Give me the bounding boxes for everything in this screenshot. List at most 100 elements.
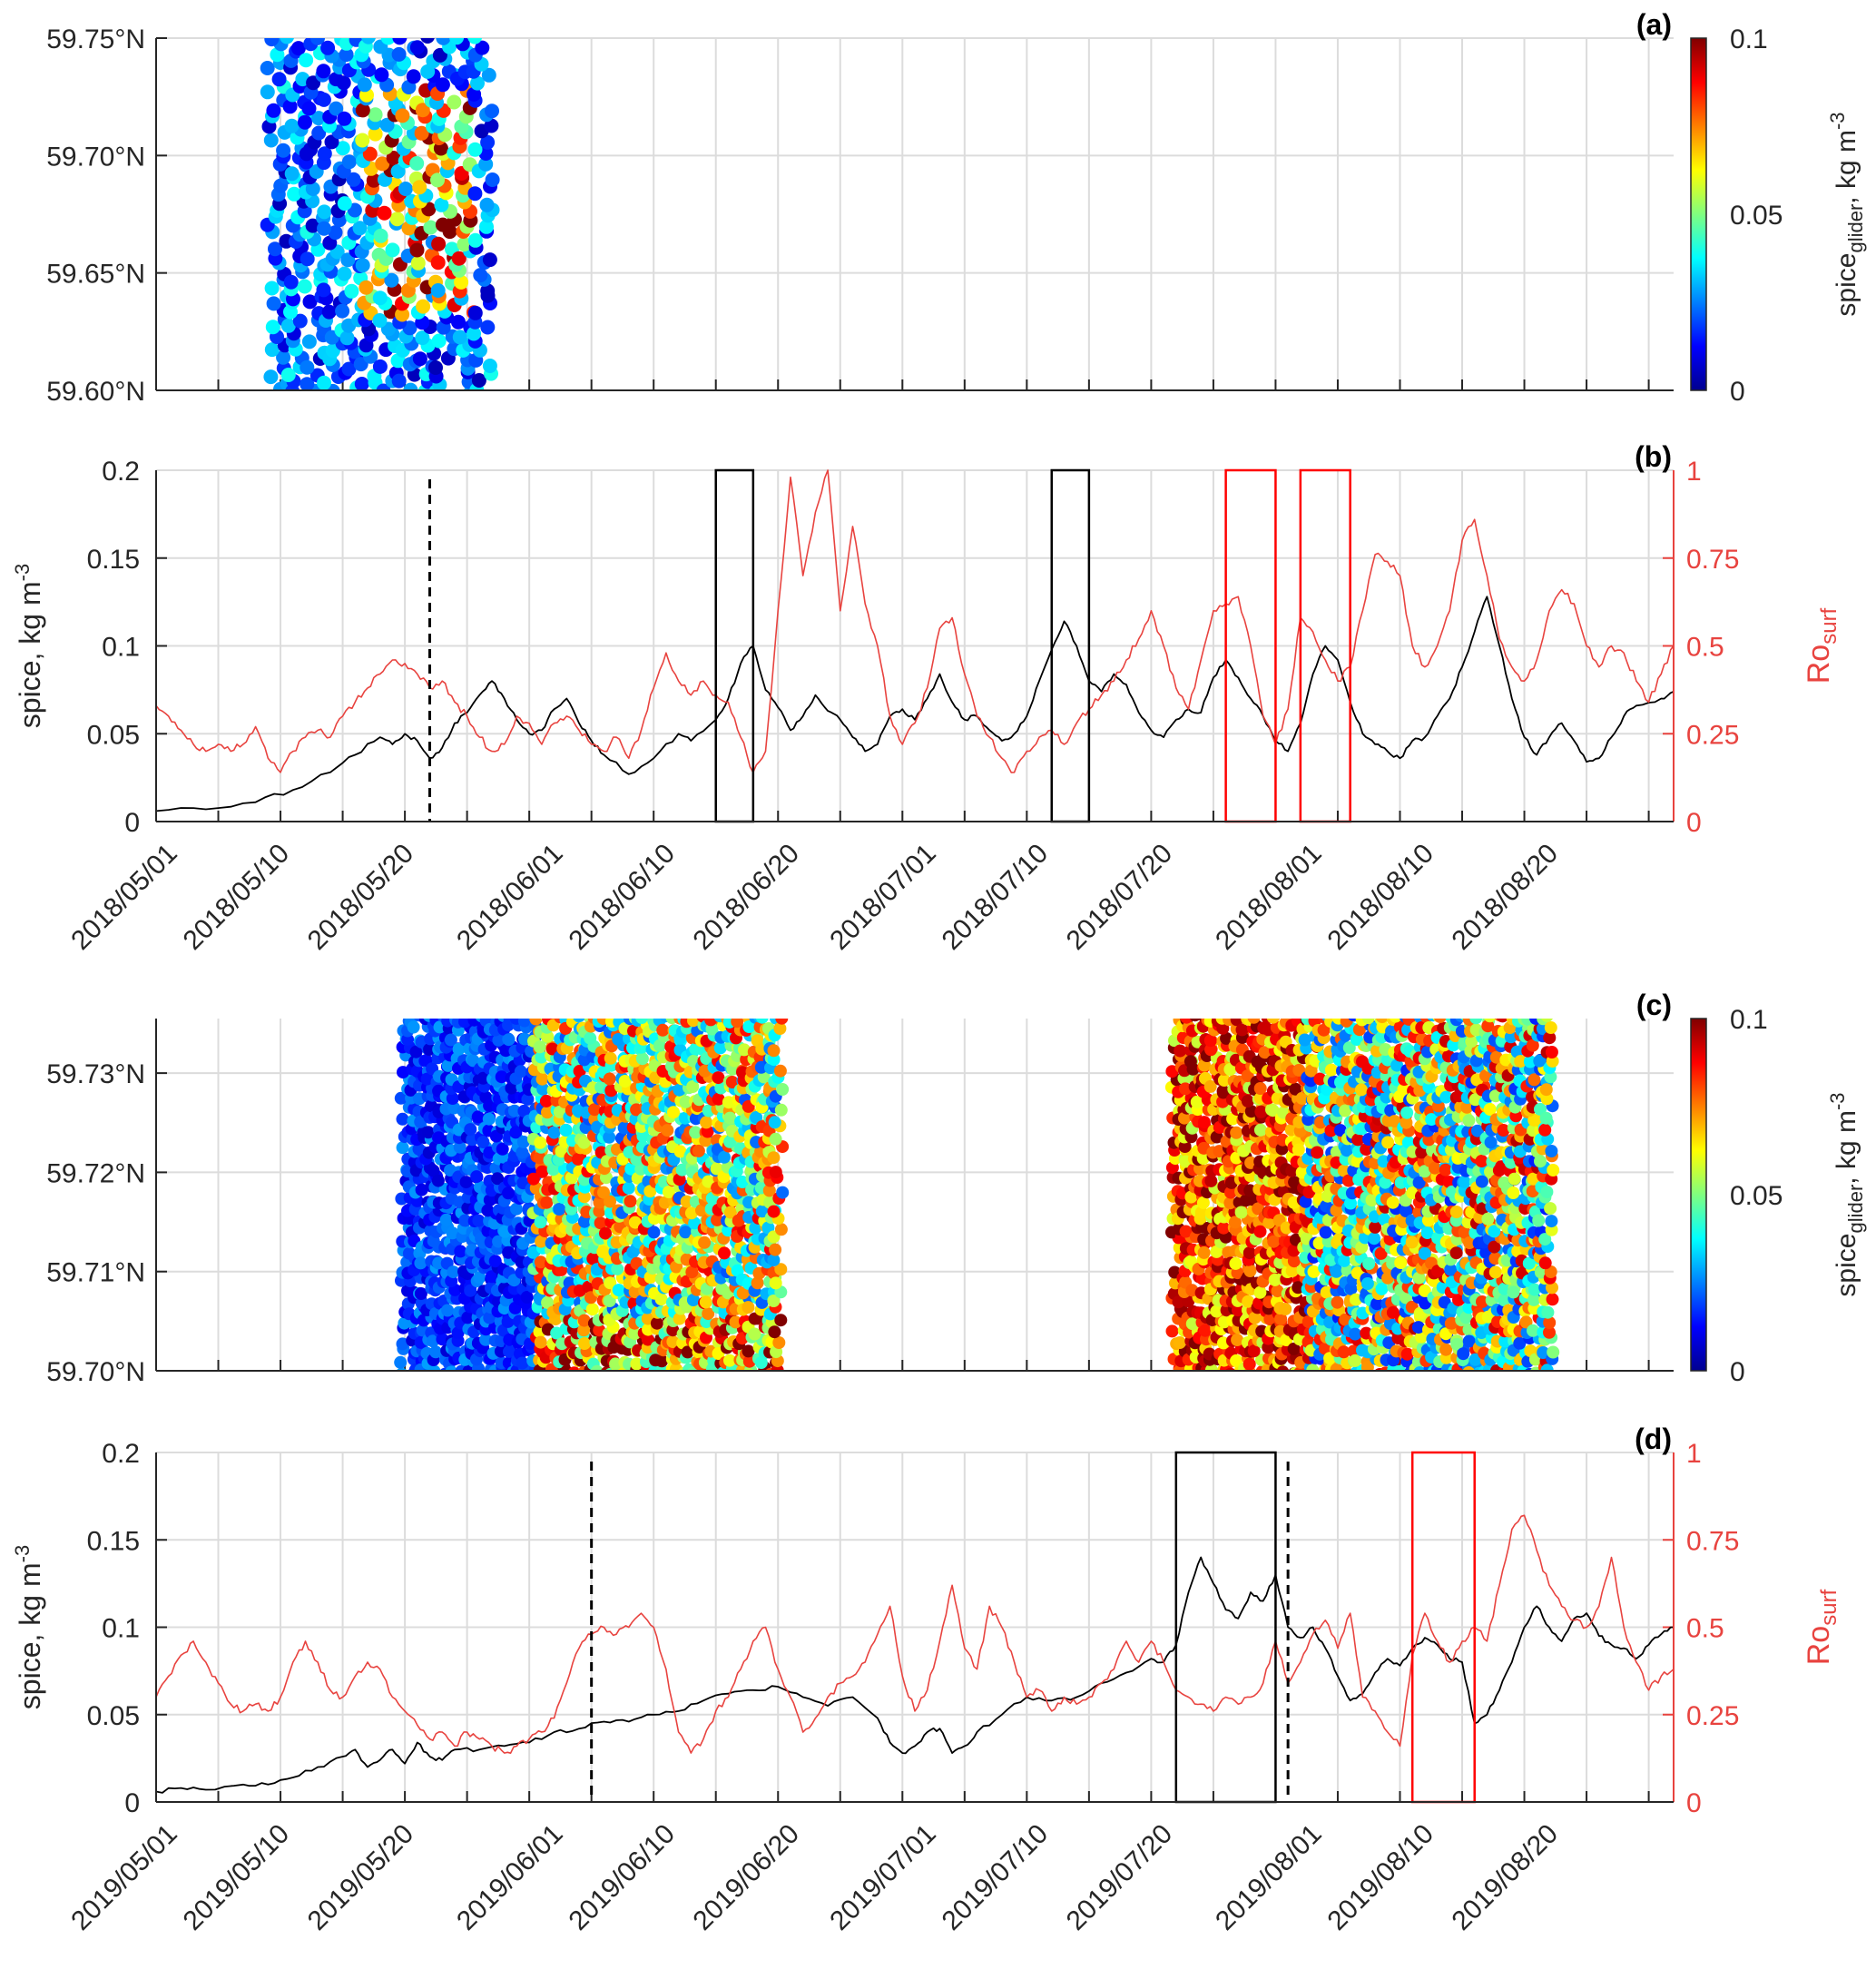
data-point <box>1274 1312 1288 1325</box>
data-point <box>1349 1354 1362 1367</box>
data-point <box>357 77 372 93</box>
data-point <box>280 368 296 382</box>
data-point <box>1165 1324 1179 1338</box>
data-point <box>585 1303 599 1316</box>
data-point <box>769 1243 782 1256</box>
data-point <box>311 125 327 141</box>
data-point <box>742 1020 756 1033</box>
data-point <box>1241 1069 1254 1083</box>
data-point <box>1350 1293 1362 1306</box>
data-point <box>454 274 469 290</box>
data-point <box>292 313 308 329</box>
data-point <box>533 1151 546 1165</box>
data-point <box>1248 1311 1262 1324</box>
y-tick-label: 0 <box>124 808 140 838</box>
panel-c: 59.70°N59.71°N59.72°N59.73°N00.050.1spic… <box>46 989 1867 1387</box>
data-point <box>647 1226 661 1239</box>
data-point <box>604 1276 617 1290</box>
data-point <box>516 1356 529 1370</box>
data-point <box>1483 1103 1497 1116</box>
data-point <box>541 1029 555 1043</box>
data-point <box>535 1072 549 1086</box>
data-point <box>505 1081 518 1095</box>
data-point <box>355 258 370 273</box>
data-point <box>1253 1285 1267 1299</box>
data-point <box>1362 1257 1376 1270</box>
data-point <box>263 133 279 148</box>
data-point <box>482 252 497 268</box>
data-point <box>729 1315 742 1329</box>
data-point <box>769 1166 782 1179</box>
data-point <box>1317 1023 1331 1037</box>
colorbar-tick-label: 0 <box>1730 377 1745 407</box>
data-point <box>467 232 483 248</box>
data-point <box>1476 1295 1488 1308</box>
data-point <box>1434 1019 1447 1024</box>
data-point <box>650 1316 663 1330</box>
data-point <box>1412 1176 1426 1189</box>
data-point <box>666 1335 680 1348</box>
data-point <box>1422 1080 1436 1094</box>
data-point <box>316 92 331 107</box>
data-point <box>1381 1136 1395 1149</box>
data-point <box>1341 1174 1355 1187</box>
scatter-points <box>394 1019 1560 1371</box>
data-point <box>1292 1143 1305 1157</box>
data-point <box>1179 1082 1192 1096</box>
data-point <box>712 1071 725 1085</box>
x-tick-label: 2018/05/10 <box>178 838 296 956</box>
data-point <box>368 126 383 142</box>
data-point <box>553 1203 566 1216</box>
data-point <box>407 1020 420 1034</box>
data-point <box>392 38 408 45</box>
data-point <box>1330 1204 1343 1217</box>
data-point <box>767 1044 781 1058</box>
data-point <box>609 1357 623 1371</box>
data-point <box>1418 1246 1431 1260</box>
data-point <box>533 1040 546 1054</box>
data-point <box>471 1110 485 1124</box>
data-point <box>266 296 281 311</box>
data-point <box>1204 1174 1218 1187</box>
data-point <box>603 1130 616 1144</box>
data-point <box>501 1314 515 1328</box>
data-point <box>316 64 331 79</box>
data-point <box>482 1112 496 1126</box>
data-point <box>346 172 361 187</box>
data-point <box>635 1052 649 1066</box>
data-point <box>774 1223 788 1236</box>
data-point <box>1242 1357 1256 1371</box>
data-point <box>1450 1337 1464 1351</box>
data-point <box>435 217 450 232</box>
data-point <box>534 1255 547 1269</box>
data-point <box>550 1326 564 1340</box>
data-point <box>1507 1186 1520 1199</box>
data-point <box>1507 1285 1520 1299</box>
data-point <box>446 1226 459 1240</box>
data-point <box>767 1295 781 1307</box>
data-point <box>1254 1105 1268 1118</box>
data-point <box>704 1019 718 1027</box>
data-point <box>1258 1046 1272 1059</box>
data-point <box>1355 1241 1369 1254</box>
data-point <box>526 1172 540 1186</box>
data-point <box>467 305 483 320</box>
data-point <box>1378 1213 1391 1226</box>
data-point <box>1415 1146 1429 1159</box>
data-point <box>1292 1063 1306 1077</box>
y-tick-label: 0.15 <box>87 545 140 575</box>
data-point <box>467 86 482 102</box>
data-point <box>641 1333 654 1346</box>
data-point <box>723 1111 737 1125</box>
data-point <box>1243 1265 1257 1277</box>
data-point <box>1198 1324 1212 1337</box>
data-point <box>541 1106 554 1119</box>
data-point <box>485 103 499 119</box>
data-point <box>767 1053 781 1067</box>
data-point <box>1498 1334 1512 1348</box>
data-point <box>452 330 467 345</box>
data-point <box>420 64 436 79</box>
data-point <box>1522 1256 1536 1270</box>
data-point <box>1442 1176 1456 1188</box>
